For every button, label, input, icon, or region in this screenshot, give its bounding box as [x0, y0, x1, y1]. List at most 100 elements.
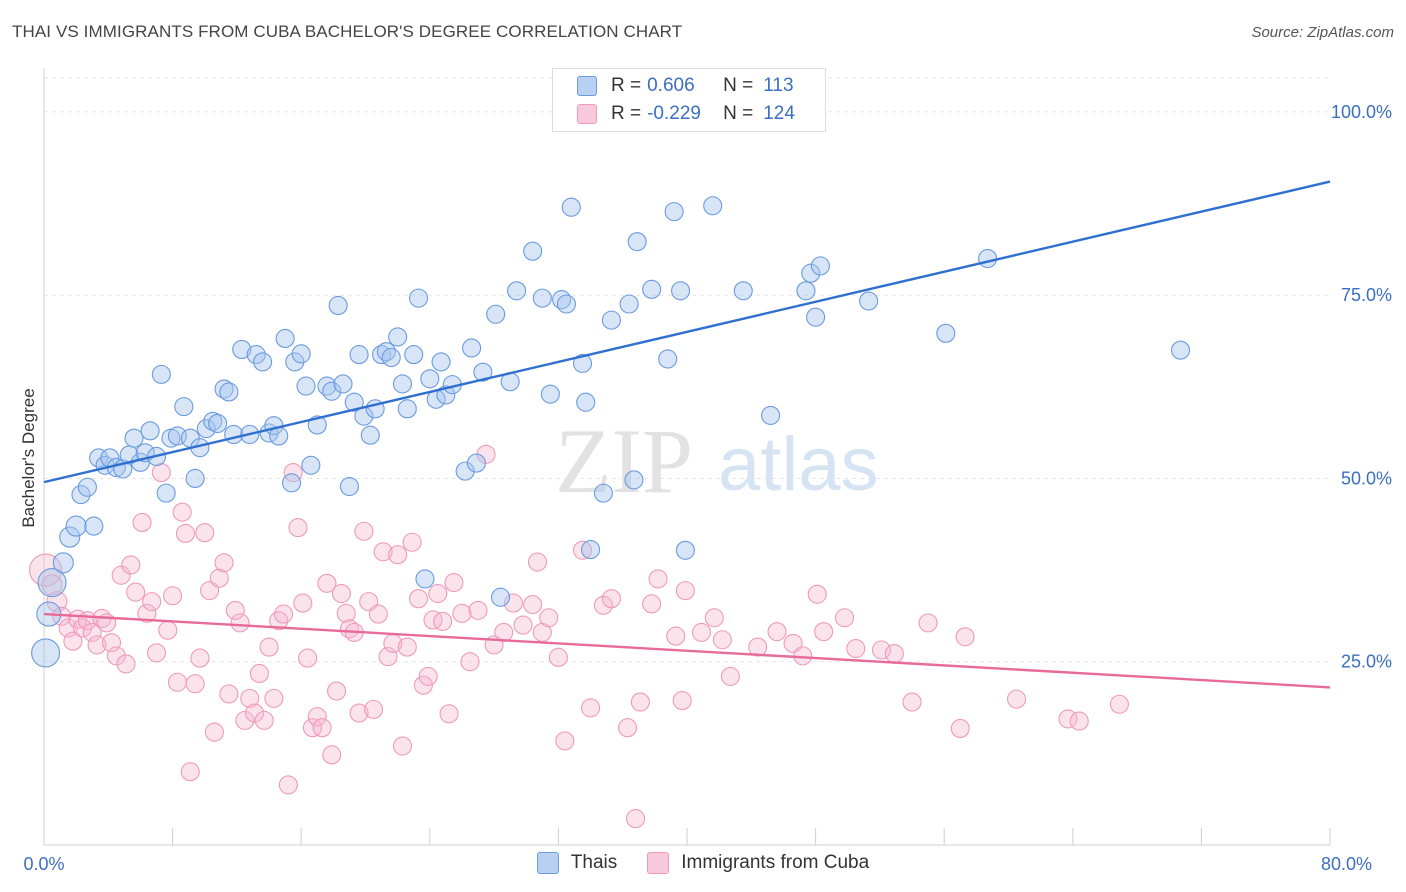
thais-point	[801, 263, 821, 283]
cuba-point	[617, 718, 638, 738]
cuba-point	[180, 762, 200, 782]
cuba-point	[235, 710, 255, 730]
cuba-point	[712, 630, 732, 650]
cuba-point	[363, 699, 384, 719]
thais-point	[296, 376, 316, 396]
cuba-point	[1069, 711, 1089, 731]
cuba-point	[349, 703, 369, 723]
thais-point	[859, 291, 879, 311]
thais-point	[65, 515, 87, 537]
cuba-point	[121, 555, 141, 575]
thais-point	[219, 382, 239, 402]
thais-point	[291, 344, 311, 364]
cuba-point	[392, 736, 413, 756]
cuba-point	[116, 654, 136, 674]
thais-point	[59, 526, 81, 548]
thais-point	[810, 256, 830, 276]
series-cuba-points	[29, 444, 1129, 829]
y-tick-label: 50.0%	[1341, 468, 1392, 488]
cuba-point	[666, 626, 686, 646]
axes	[43, 68, 1331, 846]
cuba-point	[204, 722, 224, 742]
series-thais-points	[31, 196, 1191, 668]
cuba-point	[82, 622, 102, 642]
cuba-point	[317, 573, 337, 593]
trend-line-cuba	[43, 612, 1331, 689]
cuba-point	[572, 540, 593, 560]
cuba-point	[167, 672, 187, 692]
cuba-point	[106, 646, 126, 666]
cuba-point	[273, 604, 294, 624]
cuba-point	[955, 627, 975, 647]
cuba-point	[214, 553, 234, 573]
thais-point	[601, 310, 621, 330]
thais-point	[431, 352, 451, 372]
cuba-point	[439, 704, 459, 724]
n-value: 124	[763, 103, 795, 124]
cuba-point	[190, 648, 210, 668]
watermark: ZIP atlas	[555, 410, 879, 512]
cuba-point	[767, 622, 787, 642]
cuba-point	[675, 581, 695, 601]
cuba-point	[460, 652, 480, 672]
cuba-swatch	[577, 104, 597, 124]
thais-point	[619, 294, 639, 314]
legend-label-cuba: Immigrants from Cuba	[681, 852, 870, 873]
r-label: R =	[611, 103, 642, 124]
thais-point	[532, 288, 552, 308]
cuba-point	[368, 604, 388, 624]
cuba-point	[264, 688, 284, 708]
cuba-point	[175, 523, 196, 543]
legend-item-thais[interactable]: Thais	[536, 852, 617, 874]
thais-point	[556, 294, 576, 314]
cuba-point	[307, 707, 327, 727]
cuba-point	[494, 622, 514, 642]
cuba-point	[41, 574, 63, 596]
cuba-point	[871, 640, 892, 660]
trend-line-thais	[43, 180, 1331, 484]
cuba-point	[302, 718, 323, 738]
thais-point	[540, 384, 560, 404]
thais-point	[936, 323, 956, 343]
thais-point	[408, 288, 429, 308]
cuba-point	[428, 584, 448, 604]
cuba-point	[288, 518, 308, 538]
cuba-point	[87, 635, 107, 655]
thais-point	[282, 473, 302, 493]
cuba-point	[548, 647, 568, 667]
cuba-point	[354, 521, 374, 541]
thais-point	[84, 516, 104, 536]
cuba-point	[444, 573, 464, 593]
cuba-point	[373, 542, 393, 562]
cuba-point	[185, 674, 205, 694]
thais-point	[339, 476, 359, 497]
thais-point	[580, 540, 601, 560]
thais-point	[203, 411, 223, 431]
cuba-point	[269, 611, 289, 631]
cuba-point	[402, 532, 422, 552]
thais-point	[523, 241, 543, 261]
stats-row-cuba: R = -0.229 N = 124	[577, 102, 795, 126]
cuba-point	[254, 710, 274, 730]
cuba-point	[902, 692, 922, 712]
thais-point	[420, 369, 440, 389]
cuba-point	[126, 582, 146, 602]
n-label: N =	[723, 75, 754, 96]
cuba-point	[278, 775, 298, 795]
thais-point	[576, 392, 596, 412]
thais-point	[344, 392, 364, 412]
cuba-point	[418, 666, 438, 686]
cuba-point	[513, 615, 533, 635]
thais-point	[1170, 340, 1191, 360]
cuba-point	[298, 648, 318, 668]
thais-point	[151, 364, 171, 384]
cuba-point	[648, 569, 668, 589]
thais-point	[156, 483, 176, 503]
thais-point	[703, 196, 723, 216]
cuba-point	[163, 586, 183, 606]
legend-item-cuba[interactable]: Immigrants from Cuba	[647, 852, 869, 874]
thais-point	[572, 353, 593, 373]
n-label: N =	[723, 103, 754, 124]
cuba-point	[523, 595, 543, 615]
thais-point	[486, 304, 506, 324]
